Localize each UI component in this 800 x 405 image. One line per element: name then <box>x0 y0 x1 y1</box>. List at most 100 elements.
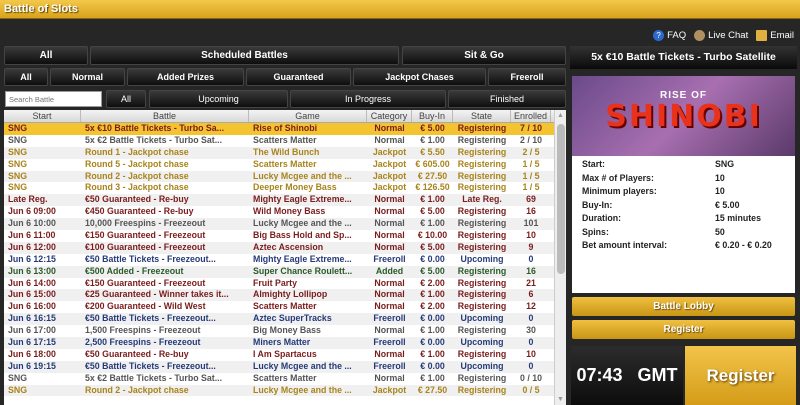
cell-enrolled: 69 <box>526 194 536 205</box>
cell-buy-in: € 126.50 <box>415 182 450 193</box>
email-link[interactable]: Email <box>756 30 794 41</box>
table-row[interactable]: Jun 6 09:00 €450 Guaranteed - Re-buy Wild … <box>4 206 566 218</box>
cell-buy-in: € 0.00 <box>420 253 445 264</box>
cell-buy-in: € 27.50 <box>417 384 448 395</box>
scroll-down-icon[interactable]: ▼ <box>557 396 564 403</box>
cell-game: Mighty Eagle Extreme... <box>253 253 352 264</box>
detail-label: Max # of Players: <box>582 172 654 183</box>
cell-state: Registering <box>457 372 507 383</box>
register-big-button[interactable]: Register <box>685 346 796 405</box>
table-row[interactable]: Jun 6 15:00 €25 Guaranteed - Winner takes… <box>4 289 566 302</box>
cell-category: Normal <box>374 301 405 312</box>
table-row[interactable]: SNG Round 3 - Jackpot chase Deeper Money B… <box>4 182 566 194</box>
filter-added-prizes[interactable]: Added Prizes <box>127 68 244 86</box>
table-row[interactable]: Jun 6 13:00 €500 Added - Freezeout Super C… <box>4 265 566 278</box>
cell-game: Lucky Mcgee and the ... <box>253 360 352 371</box>
tab-sit-and-go[interactable]: Sit & Go <box>402 46 566 65</box>
table-row[interactable]: SNG Round 2 - Jackpot chase Lucky Mcgee an… <box>4 384 566 397</box>
cell-battle: €25 Guaranteed - Winner takes it... <box>85 289 229 300</box>
scrollbar[interactable]: ▲ ▼ <box>554 110 566 405</box>
detail-row: Max # of Players: 10 <box>582 173 795 187</box>
detail-row: Minimum players: 10 <box>582 186 795 200</box>
filter-guaranteed[interactable]: Guaranteed <box>246 68 351 86</box>
filter-all[interactable]: All <box>4 68 48 86</box>
table-row[interactable]: SNG Round 1 - Jackpot chase The Wild Bunch… <box>4 146 566 159</box>
cell-state: Registering <box>457 289 507 300</box>
cell-state: Registering <box>457 123 507 133</box>
table-row[interactable]: Jun 6 12:15 €50 Battle Tickets - Freezeou… <box>4 254 566 266</box>
detail-value: 10 <box>715 186 725 196</box>
filter-normal[interactable]: Normal <box>50 68 125 86</box>
cell-buy-in: € 0.00 <box>420 360 445 371</box>
table-row[interactable]: Late Reg. €50 Guaranteed - Re-buy Mighty E… <box>4 194 566 207</box>
table-row[interactable]: Jun 6 14:00 €150 Guaranteed - Freezeout Fr… <box>4 278 566 290</box>
filter-freeroll[interactable]: Freeroll <box>488 68 566 86</box>
state-all[interactable]: All <box>106 90 146 108</box>
table-row[interactable]: Jun 6 19:15 €50 Battle Tickets - Freezeou… <box>4 360 566 373</box>
cell-game: Lucky Mcgee and the ... <box>253 384 352 395</box>
col-game[interactable]: Game <box>249 110 367 122</box>
table-row[interactable]: Jun 6 17:15 2,500 Freespins - Freezeout Mi… <box>4 337 566 349</box>
cell-game: Mighty Eagle Extreme... <box>253 194 352 205</box>
cell-game: I Am Spartacus <box>253 348 317 359</box>
col-start[interactable]: Start <box>4 110 81 122</box>
cell-state: Registering <box>457 146 507 157</box>
col-battle[interactable]: Battle <box>81 110 249 122</box>
scroll-up-icon[interactable]: ▲ <box>557 112 564 119</box>
cell-enrolled: 16 <box>526 206 536 217</box>
clock: 07:43 GMT <box>571 346 683 405</box>
cell-battle: 2,500 Freespins - Freezeout <box>85 337 201 348</box>
detail-row: Buy-In: € 5.00 <box>582 200 795 214</box>
cell-game: Scatters Matter <box>253 158 317 169</box>
scroll-thumb[interactable] <box>557 124 565 274</box>
game-banner: RISE OF SHINOBI <box>572 76 795 156</box>
cell-enrolled: 2 / 5 <box>522 146 540 157</box>
register-button[interactable]: Register <box>572 320 795 339</box>
col-state[interactable]: State <box>453 110 511 122</box>
battle-lobby-button[interactable]: Battle Lobby <box>572 297 795 316</box>
table-row[interactable]: Jun 6 18:00 €50 Guaranteed - Re-buy I Am S… <box>4 349 566 361</box>
cell-start: Jun 6 14:00 <box>8 277 56 288</box>
cell-category: Normal <box>374 230 405 241</box>
tab-all-battles[interactable]: All <box>4 46 88 65</box>
table-row[interactable]: Jun 6 17:00 1,500 Freespins - Freezeout Bi… <box>4 325 566 337</box>
col-enrolled[interactable]: Enrolled <box>511 110 551 122</box>
faq-link[interactable]: ? FAQ <box>653 30 686 41</box>
cell-start: Jun 6 16:15 <box>8 313 56 324</box>
detail-value: € 5.00 <box>715 199 740 210</box>
table-row[interactable]: Jun 6 16:15 €50 Battle Tickets - Freezeou… <box>4 313 566 326</box>
state-in-progress[interactable]: In Progress <box>290 90 446 108</box>
table-row[interactable]: SNG 5x €2 Battle Tickets - Turbo Sat... Sc… <box>4 135 566 147</box>
detail-title: 5x €10 Battle Tickets - Turbo Satellite <box>570 46 797 69</box>
cell-enrolled: 2 / 10 <box>519 134 542 145</box>
cell-battle: €500 Added - Freezeout <box>85 265 184 276</box>
cell-category: Jackpot <box>372 146 407 157</box>
detail-row: Spins: 50 <box>582 227 795 241</box>
cell-state: Registering <box>457 218 507 229</box>
table-row[interactable]: Jun 6 11:00 €150 Guaranteed - Freezeout Bi… <box>4 230 566 242</box>
table-row[interactable]: Jun 6 12:00 €100 Guaranteed - Freezeout Az… <box>4 241 566 254</box>
filter-jackpot-chases[interactable]: Jackpot Chases <box>353 68 486 86</box>
cell-game: Wild Money Bass <box>253 206 326 217</box>
table-row[interactable]: SNG 5x €10 Battle Tickets - Turbo Sa... Ri… <box>4 123 566 135</box>
cell-enrolled: 6 <box>528 289 534 300</box>
cell-game: Deeper Money Bass <box>253 182 337 193</box>
cell-enrolled: 0 <box>528 360 534 371</box>
table-row[interactable]: SNG Round 2 - Jackpot chase Lucky Mcgee an… <box>4 170 566 183</box>
cell-battle: 10,000 Freespins - Freezeout <box>85 218 206 229</box>
cell-buy-in: € 5.00 <box>420 241 445 252</box>
col-buy-in[interactable]: Buy-In <box>412 110 453 122</box>
state-upcoming[interactable]: Upcoming <box>149 90 288 108</box>
cell-state: Registering <box>457 241 507 252</box>
tab-scheduled-battles[interactable]: Scheduled Battles <box>90 46 399 65</box>
table-row[interactable]: Jun 6 16:00 €200 Guaranteed - Wild West Sc… <box>4 301 566 313</box>
col-category[interactable]: Category <box>367 110 412 122</box>
detail-row: Start: SNG <box>582 159 795 173</box>
table-row[interactable]: Jun 6 10:00 10,000 Freespins - Freezeout L… <box>4 218 566 231</box>
table-row[interactable]: SNG 5x €2 Battle Tickets - Turbo Sat... Sc… <box>4 373 566 385</box>
live-chat-link[interactable]: Live Chat <box>694 30 748 41</box>
state-finished[interactable]: Finished <box>448 90 566 108</box>
search-input[interactable] <box>5 91 102 107</box>
table-row[interactable]: SNG Round 5 - Jackpot chase Scatters Matte… <box>4 159 566 171</box>
detail-value: 50 <box>715 226 725 237</box>
